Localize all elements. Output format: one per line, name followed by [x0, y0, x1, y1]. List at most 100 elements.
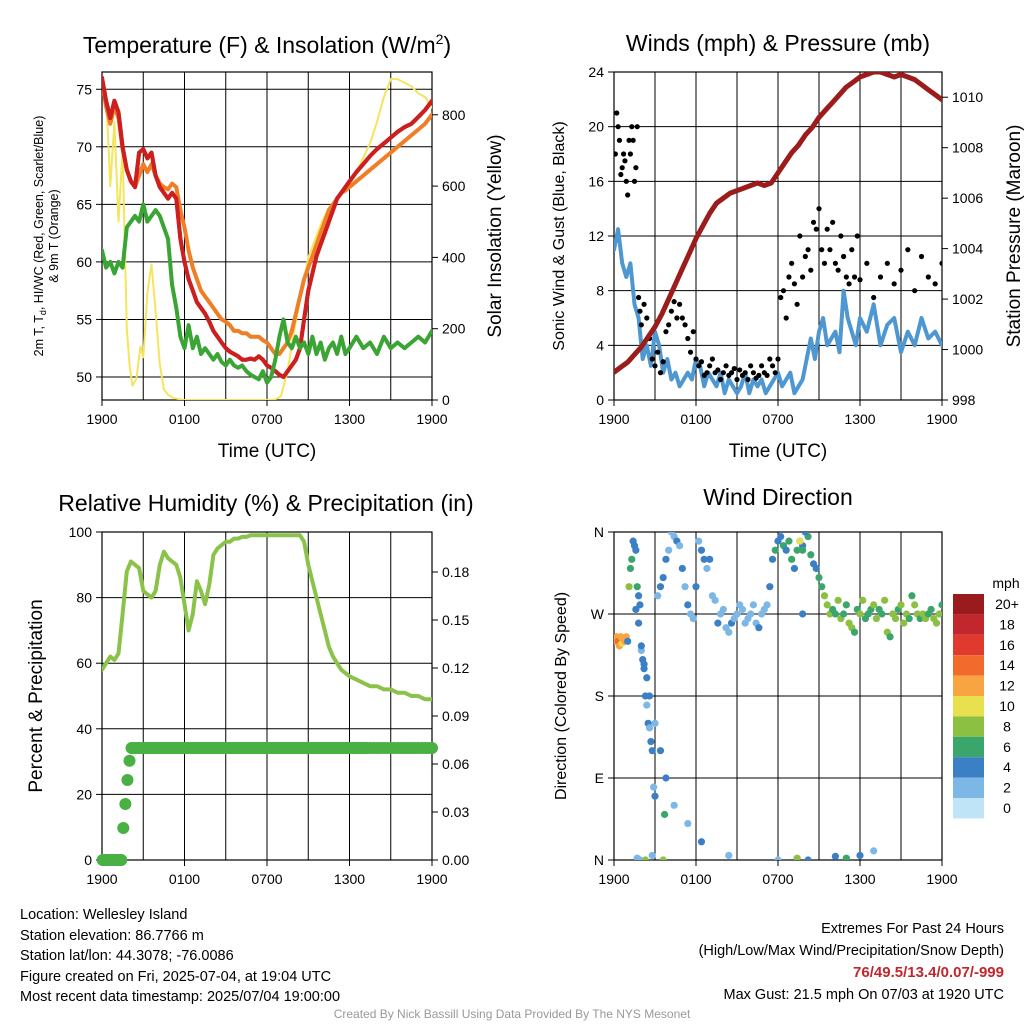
winds-ylabel-left: Sonic Wind & Gust (Blue, Black)	[551, 121, 568, 350]
y-tick-label: 8	[596, 283, 604, 299]
x-tick-label: 1300	[334, 871, 365, 887]
y-tick-label: 70	[76, 139, 92, 155]
label-part: , HI/WC (Red, Green, Scarlet/Blue)	[32, 116, 46, 311]
gust-point	[657, 370, 664, 376]
wdir-point	[842, 601, 850, 609]
gust-point	[633, 165, 639, 171]
colorbar-unit: mph	[992, 575, 1019, 591]
y-tick-label-right: 998	[952, 392, 976, 408]
gust-point	[884, 260, 890, 266]
wdir-point	[659, 573, 667, 582]
gust-point	[679, 315, 685, 321]
x-tick-label: 0100	[169, 411, 200, 427]
x-tick-label: 1900	[416, 871, 447, 887]
wdir-point	[768, 555, 777, 563]
gust-point	[671, 299, 677, 305]
gust-point	[898, 267, 904, 273]
wdir-point	[785, 537, 793, 545]
gust-point	[843, 274, 849, 280]
wdir-point	[755, 624, 763, 632]
x-tick-label: 0100	[680, 411, 711, 427]
wdir-point	[738, 605, 747, 614]
wdir-point	[662, 774, 670, 782]
wdir-point	[793, 546, 801, 554]
wdir-panel: N E S W N 1900 0100 0700 1300 1900 Wind Direction D…	[553, 484, 1020, 887]
wdir-point	[891, 614, 900, 623]
temperature-title: Temperature (F) & Insolation (W/m2)	[83, 31, 451, 58]
colorbar-swatch	[953, 675, 984, 696]
wdir-point	[640, 660, 648, 668]
wdir-point	[648, 747, 656, 755]
gust-point	[728, 370, 735, 376]
gust-point	[720, 370, 726, 376]
wdir-point	[812, 564, 820, 573]
gust-point	[666, 322, 672, 328]
gust-point	[619, 165, 625, 171]
gust-point	[652, 363, 658, 369]
gust-point	[824, 226, 830, 232]
colorbar-label: 2	[1003, 780, 1011, 796]
wdir-point	[711, 596, 719, 604]
wdir-point	[684, 819, 692, 828]
wdir-point	[935, 610, 942, 618]
colorbar-label: 18	[999, 616, 1015, 632]
gust-point	[614, 110, 620, 116]
colorbar-label: 16	[999, 637, 1015, 653]
wdir-point	[697, 838, 706, 846]
colorbar-swatch	[953, 736, 984, 758]
series-td	[102, 202, 432, 385]
colorbar-label: 6	[1003, 739, 1011, 755]
gust-point	[821, 260, 828, 266]
wdir-point	[818, 583, 826, 591]
gust-point	[794, 301, 800, 307]
wdir-point	[635, 619, 643, 627]
rh-ylabel: Percent & Precipitation	[26, 599, 47, 792]
y-tick-label: 50	[76, 369, 92, 385]
wdir-point	[831, 610, 840, 618]
wdir-point	[870, 601, 878, 609]
wdir-point	[788, 555, 796, 563]
wdir-point	[771, 546, 779, 554]
gust-point	[854, 233, 860, 239]
gust-point	[641, 301, 647, 307]
gust-point	[877, 274, 884, 280]
gust-point	[627, 151, 634, 157]
wdir-point	[799, 546, 807, 554]
y-tick-label-right: 1008	[952, 140, 983, 156]
x-tick-label: 0700	[762, 871, 793, 887]
y-tick-label: 4	[596, 337, 604, 353]
wdir-point	[626, 564, 635, 573]
wdir-point	[815, 573, 823, 582]
series-t9m	[102, 81, 432, 356]
gust-point	[810, 219, 817, 225]
gust-point	[693, 356, 699, 362]
gust-point	[805, 247, 811, 253]
gust-point	[841, 253, 847, 260]
gust-point	[630, 137, 636, 143]
wdir-point	[714, 619, 722, 627]
gust-point	[622, 158, 628, 164]
station-latlon: Station lat/lon: 44.3078; -76.0086	[20, 948, 234, 964]
x-tick-label: 1900	[598, 871, 629, 887]
y-tick-label: E	[595, 770, 604, 786]
wdir-point	[637, 642, 645, 650]
wdir-point	[651, 792, 659, 800]
station-location: Location: Wellesley Island	[20, 907, 188, 923]
wdir-point	[799, 610, 807, 618]
gust-point	[864, 260, 870, 266]
wdir-point	[624, 637, 632, 645]
y-tick-label: 20	[588, 119, 604, 135]
gust-point	[616, 137, 623, 143]
recent-timestamp: Most recent data timestamp: 2025/07/04 1…	[20, 989, 341, 1005]
y-tick-label: 75	[76, 81, 92, 97]
wdir-point	[633, 583, 641, 591]
gust-point	[614, 151, 618, 157]
gust-point	[857, 277, 863, 283]
series-rh	[102, 533, 432, 702]
gust-point	[832, 260, 839, 266]
colorbar-swatch	[953, 594, 984, 615]
wdir-point	[654, 592, 662, 600]
wdir-point	[927, 605, 935, 614]
wdir-point	[645, 692, 654, 700]
gust-point	[625, 192, 631, 198]
